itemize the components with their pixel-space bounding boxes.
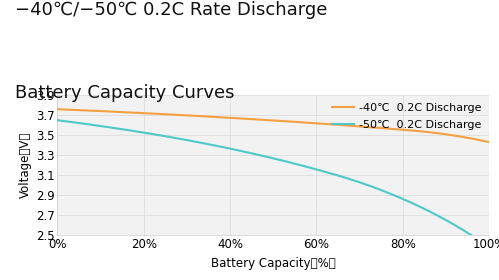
Legend: -40℃  0.2C Discharge, -50℃  0.2C Discharge: -40℃ 0.2C Discharge, -50℃ 0.2C Discharge <box>330 101 484 132</box>
Text: −40℃/−50℃ 0.2C Rate Discharge: −40℃/−50℃ 0.2C Rate Discharge <box>15 1 327 19</box>
X-axis label: Battery Capacity（%）: Battery Capacity（%） <box>211 256 335 270</box>
Y-axis label: Voltage（V）: Voltage（V） <box>18 132 32 199</box>
Text: Battery Capacity Curves: Battery Capacity Curves <box>15 84 235 102</box>
